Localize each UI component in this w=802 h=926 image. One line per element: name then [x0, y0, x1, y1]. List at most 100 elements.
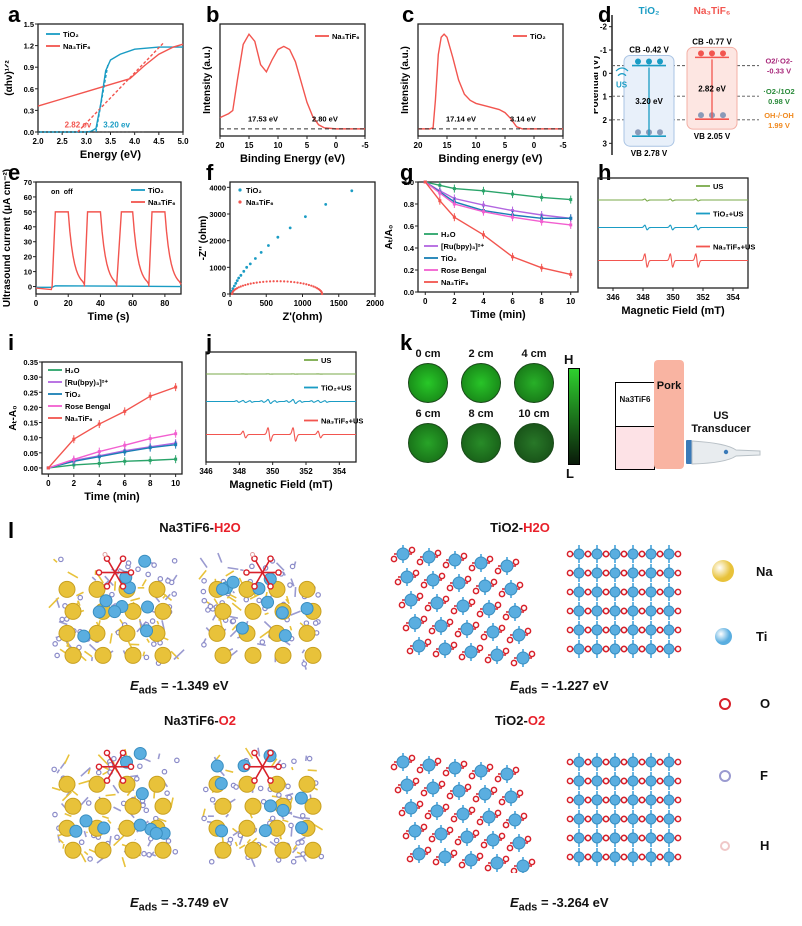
x-tick-label: 6 — [123, 479, 128, 488]
gap-label: 3.20 eV — [635, 97, 663, 106]
bond — [98, 620, 101, 626]
chart-c-ups-tio2: 20 15 10 5 0 -5 Binding energy (eV) Intensity (… — [400, 23, 567, 165]
atom-F — [87, 856, 93, 862]
panel-l-dft: Na3TiF6-H2O TiO2-H2O Na3TiF6-O2 TiO2-O2 … — [0, 518, 802, 926]
vb-label: VB 2.78 V — [631, 149, 668, 158]
structure-na3tif6-h2o-top — [198, 552, 322, 670]
bond — [270, 758, 278, 768]
eads-value: = -1.227 eV — [540, 678, 609, 693]
legend-label: TiO₂+US — [321, 384, 352, 393]
legend-label: TiO₂ — [441, 254, 457, 263]
atom-Ti — [140, 624, 154, 638]
atom-Ti — [627, 624, 639, 636]
bond — [161, 620, 166, 631]
atom-Na — [64, 646, 82, 664]
atom-Ti — [645, 567, 657, 579]
legend-label: US — [321, 356, 331, 365]
atom-Ti — [573, 851, 585, 863]
atom-legend-item-Na: Na — [712, 560, 773, 582]
atom-Ti — [591, 624, 603, 636]
atom-Ti — [474, 556, 488, 570]
atom-O — [406, 855, 414, 863]
bond — [290, 827, 293, 837]
atom-O — [464, 575, 472, 583]
atom-O — [656, 645, 664, 653]
atom-O — [656, 853, 664, 861]
atom-Ti — [438, 642, 452, 656]
x-axis-label: Time (min) — [84, 491, 140, 503]
structure-title-tio2-o2: TiO2-O2 — [494, 713, 546, 728]
atom-O — [528, 650, 536, 658]
atom-Na — [64, 797, 82, 815]
bond — [67, 571, 79, 579]
legend-label: Rose Bengal — [65, 402, 110, 411]
atom-O — [428, 627, 436, 635]
atom-O — [480, 841, 488, 849]
atom-Na — [94, 646, 112, 664]
adsorbate-label: H2O — [213, 520, 241, 535]
point-TiO2 — [253, 257, 257, 260]
atom-Ti — [516, 859, 530, 873]
atom-O — [602, 815, 610, 823]
x-tick-label: 2.5 — [57, 137, 69, 146]
fluorescence-well — [408, 423, 448, 463]
atom-Ti — [645, 605, 657, 617]
sample-label: Na3TiF6 — [619, 395, 651, 404]
atom-O — [638, 853, 646, 861]
atom-F — [143, 807, 150, 814]
atom-F — [52, 811, 58, 818]
x-tick-label: 20 — [64, 299, 73, 308]
chart-f-nyquist: 0 500 1000 1500 2000 0 1000 2000 3000 4000 Z'(ohm)… — [198, 181, 384, 323]
x-tick-label: 8 — [539, 297, 544, 306]
x-tick-label: 0 — [423, 297, 428, 306]
bond — [225, 813, 230, 818]
x-tick-label: 352 — [696, 293, 710, 302]
bond — [142, 757, 151, 763]
atom-F — [299, 839, 305, 845]
point-TiO2 — [350, 189, 354, 193]
point-Na3TiF6 — [239, 285, 242, 288]
bond — [234, 841, 238, 847]
atom-Ti — [434, 827, 448, 841]
y-axis-label: Ultrasound current (μA cm⁻²) — [2, 169, 13, 307]
legend-label: Na₃TiF₆ — [148, 198, 176, 207]
adsorbate-label: H2O — [523, 520, 550, 535]
point-Na3TiF6 — [262, 280, 265, 283]
atom-O — [442, 769, 450, 777]
bond — [97, 754, 109, 766]
atom-O — [512, 766, 520, 774]
atom-O — [674, 645, 682, 653]
atom-Na — [274, 646, 292, 664]
hole — [698, 112, 704, 119]
bond — [83, 850, 89, 856]
us-label: US — [616, 80, 628, 89]
atom-Ti — [663, 548, 675, 560]
pork-label: Pork — [656, 380, 682, 392]
annotation-onset: 2.80 eV — [312, 115, 338, 124]
panel-label-f: f — [206, 160, 214, 185]
y-tick-label: 0.9 — [24, 63, 34, 72]
atom-O — [119, 777, 127, 784]
annotation-cutoff: 17.14 eV — [446, 115, 476, 124]
series-Rose Bengal — [48, 433, 176, 469]
x-tick-label: 352 — [299, 467, 313, 476]
atom-O — [434, 549, 442, 557]
point-Na3TiF6 — [289, 280, 293, 283]
atom-O — [502, 855, 510, 863]
atom-O — [476, 644, 484, 652]
atom-O — [408, 546, 416, 554]
atom-O — [506, 636, 514, 644]
fluorescence-well — [408, 363, 448, 403]
atom-O — [656, 569, 664, 577]
y-axis-label: -Z'' (ohm) — [198, 216, 209, 261]
atom-O — [267, 555, 274, 562]
atom-F — [201, 641, 207, 648]
atom-O — [494, 809, 502, 817]
x-tick-label: 0 — [46, 479, 51, 488]
atom-F — [208, 858, 215, 865]
bond — [58, 620, 68, 626]
y-axis-label: Intensity (a.u.) — [400, 46, 411, 114]
atom-Na — [244, 602, 262, 620]
atom-O — [446, 618, 454, 626]
atom-Ti — [663, 605, 675, 617]
